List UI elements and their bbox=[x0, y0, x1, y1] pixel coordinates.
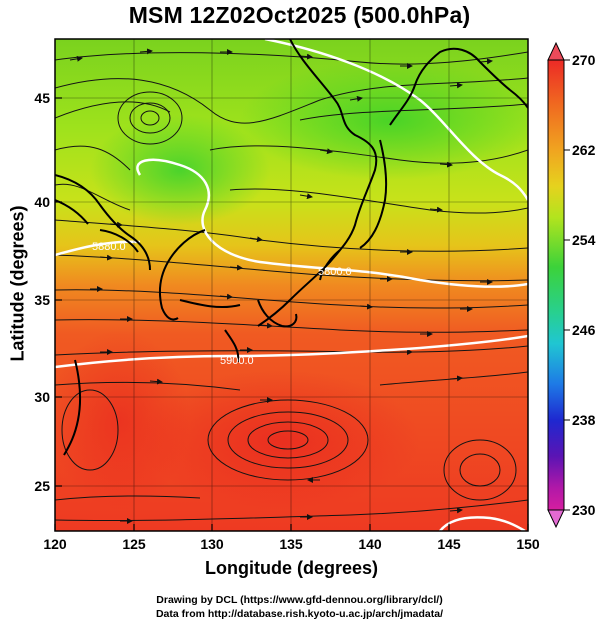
y-tick-label: 40 bbox=[34, 194, 50, 210]
credit-drawing: Drawing by DCL (https://www.gfd-dennou.o… bbox=[156, 594, 443, 606]
x-tick-label: 130 bbox=[200, 536, 224, 552]
colorbar-tick-label: 230 bbox=[572, 502, 596, 518]
axis-ticks bbox=[54, 97, 529, 531]
colorbar: 270 262 254 246 238 230 bbox=[547, 41, 596, 529]
colorbar-tick-label: 270 bbox=[572, 52, 596, 68]
y-tick-labels: 25 30 35 40 45 bbox=[34, 90, 50, 494]
contour-label: 5880.0 bbox=[92, 241, 126, 253]
coastlines bbox=[55, 39, 528, 456]
colorbar-tick-label: 246 bbox=[572, 322, 596, 338]
x-tick-label: 135 bbox=[279, 536, 303, 552]
colorbar-max-arrow bbox=[547, 41, 565, 61]
y-axis-label: Latitude (degrees) bbox=[7, 205, 28, 362]
colorbar-tick-label: 238 bbox=[572, 412, 596, 428]
colorbar-min-arrow bbox=[547, 509, 565, 529]
x-tick-labels: 120 125 130 135 140 145 150 bbox=[43, 536, 540, 552]
x-tick-label: 140 bbox=[358, 536, 382, 552]
x-tick-label: 125 bbox=[122, 536, 146, 552]
y-tick-label: 35 bbox=[34, 292, 50, 308]
contour-labels: 5880.0 5800.0 5900.0 bbox=[92, 241, 352, 367]
x-tick-label: 145 bbox=[437, 536, 461, 552]
y-tick-label: 30 bbox=[34, 389, 50, 405]
x-tick-label: 120 bbox=[43, 536, 67, 552]
credit-data: Data from http://database.rish.kyoto-u.a… bbox=[155, 608, 444, 620]
graticule bbox=[55, 39, 528, 531]
x-tick-label: 150 bbox=[516, 536, 540, 552]
contour-label: 5900.0 bbox=[220, 355, 254, 367]
y-tick-label: 45 bbox=[34, 90, 50, 106]
y-tick-label: 25 bbox=[34, 478, 50, 494]
contour-label: 5800.0 bbox=[318, 266, 352, 278]
map-title: MSM 12Z02Oct2025 (500.0hPa) bbox=[128, 2, 471, 28]
height-contours bbox=[55, 39, 528, 531]
x-axis-label: Longitude (degrees) bbox=[204, 558, 378, 578]
colorbar-tick-label: 254 bbox=[572, 232, 596, 248]
colorbar-tick-label: 262 bbox=[572, 142, 596, 158]
wind-arrows bbox=[69, 48, 493, 524]
wind-streamlines bbox=[55, 51, 528, 522]
